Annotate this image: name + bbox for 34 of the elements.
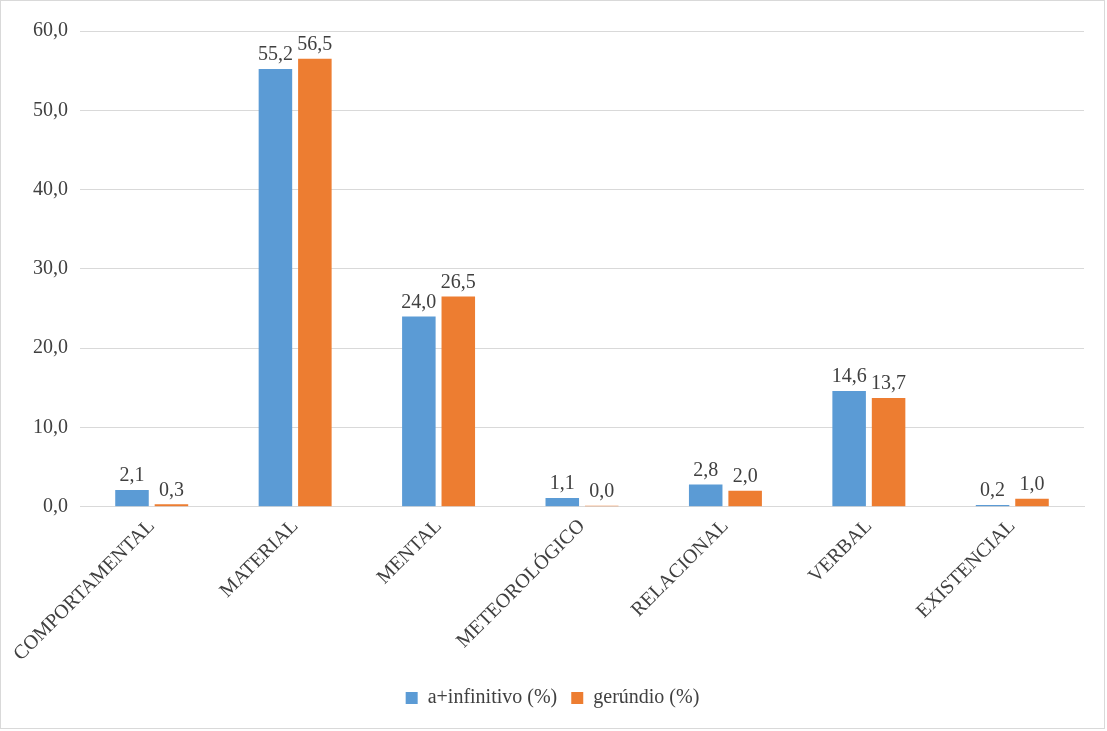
bar bbox=[441, 296, 476, 507]
bar bbox=[1015, 498, 1049, 507]
bar bbox=[258, 69, 293, 507]
y-tick-label: 40,0 bbox=[33, 176, 68, 199]
data-label: 0,3 bbox=[158, 477, 184, 500]
data-label: 2,8 bbox=[693, 457, 719, 480]
bar bbox=[402, 316, 436, 507]
data-label: 2,1 bbox=[119, 463, 145, 486]
bar bbox=[688, 484, 723, 507]
bar bbox=[545, 497, 580, 507]
data-label: 2,0 bbox=[732, 464, 758, 487]
bar bbox=[871, 398, 906, 507]
data-label: 24,0 bbox=[401, 289, 437, 312]
y-tick-label: 60,0 bbox=[33, 18, 68, 41]
y-tick-label: 10,0 bbox=[33, 414, 68, 437]
data-label: 14,6 bbox=[831, 364, 867, 387]
bar bbox=[728, 490, 762, 507]
bar bbox=[832, 390, 866, 507]
bar bbox=[115, 490, 149, 507]
y-tick-label: 50,0 bbox=[33, 97, 68, 120]
data-label: 0,2 bbox=[980, 478, 1006, 501]
y-tick-label: 30,0 bbox=[33, 256, 68, 279]
y-tick-label: 20,0 bbox=[33, 335, 68, 358]
data-label: 26,5 bbox=[440, 269, 476, 292]
data-label: 13,7 bbox=[871, 371, 907, 394]
data-label: 1,1 bbox=[549, 471, 575, 494]
legend-label: gerúndio (%) bbox=[593, 685, 700, 709]
bar bbox=[298, 58, 332, 507]
legend-label: a+infinitivo (%) bbox=[427, 685, 558, 709]
data-label: 0,0 bbox=[589, 478, 615, 501]
y-tick-label: 0,0 bbox=[43, 493, 68, 516]
data-label: 1,0 bbox=[1019, 471, 1045, 494]
data-label: 56,5 bbox=[297, 32, 333, 54]
data-label: 55,2 bbox=[257, 42, 293, 65]
